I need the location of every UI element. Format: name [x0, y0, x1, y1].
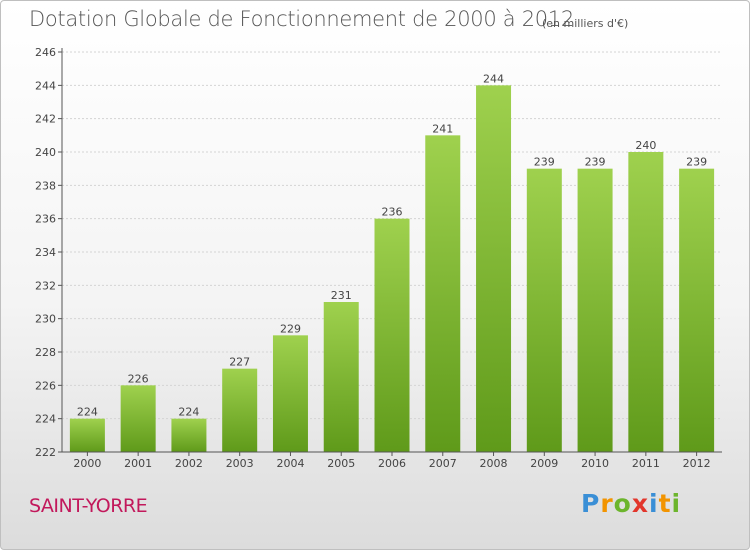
x-tick-label: 2001 — [124, 457, 152, 470]
logo-letter: t — [658, 489, 672, 518]
y-tick-label: 236 — [35, 213, 56, 226]
bar — [120, 385, 156, 452]
bar — [222, 368, 258, 452]
data-label: 244 — [483, 72, 504, 85]
x-tick-label: 2006 — [378, 457, 406, 470]
data-label: 231 — [331, 289, 352, 302]
y-tick-label: 232 — [35, 279, 56, 292]
y-tick-label: 226 — [35, 379, 56, 392]
axes — [58, 48, 722, 456]
logo-letter: o — [613, 489, 632, 518]
bar — [171, 418, 207, 452]
bars — [69, 85, 715, 453]
y-tick-label: 224 — [35, 413, 56, 426]
logo-letter: P — [581, 489, 601, 518]
bar — [323, 302, 359, 452]
labels: 222 224 226 228 230 232 234 236 238 240 242 244 246 2… — [35, 46, 711, 470]
data-label: 224 — [178, 406, 199, 419]
bar — [425, 135, 461, 453]
data-label: 239 — [534, 156, 555, 169]
bar — [69, 418, 105, 452]
x-tick-label: 2003 — [226, 457, 254, 470]
chart-title: Dotation Globale de Fonctionnement de 20… — [29, 7, 574, 31]
x-tick-label: 2009 — [530, 457, 558, 470]
y-tick-label: 240 — [35, 146, 56, 159]
x-tick-label: 2010 — [581, 457, 609, 470]
bar — [628, 152, 664, 452]
x-tick-label: 2004 — [276, 457, 304, 470]
proxiti-logo: Proxiti — [581, 489, 681, 518]
data-label: 239 — [686, 156, 707, 169]
logo-letter: x — [631, 489, 649, 518]
y-tick-label: 246 — [35, 46, 56, 59]
data-label: 239 — [585, 156, 606, 169]
y-tick-label: 234 — [35, 246, 56, 259]
bar — [476, 85, 512, 452]
y-tick-label: 238 — [35, 179, 56, 192]
bar — [526, 168, 562, 452]
x-tick-label: 2002 — [175, 457, 203, 470]
x-tick-label: 2000 — [73, 457, 101, 470]
bar — [272, 335, 308, 452]
y-tick-label: 242 — [35, 113, 56, 126]
x-tick-label: 2011 — [632, 457, 660, 470]
data-label: 229 — [280, 322, 301, 335]
x-tick-label: 2012 — [683, 457, 711, 470]
chart-subtitle: (en milliers d'€) — [542, 17, 629, 30]
logo-letter: i — [649, 489, 659, 518]
y-tick-label: 230 — [35, 313, 56, 326]
x-tick-label: 2008 — [480, 457, 508, 470]
y-tick-label: 244 — [35, 79, 56, 92]
data-label: 236 — [382, 206, 403, 219]
y-tick-label: 228 — [35, 346, 56, 359]
data-label: 227 — [229, 356, 250, 369]
y-tick-label: 222 — [35, 446, 56, 459]
logo-letter: i — [671, 489, 682, 518]
data-label: 226 — [128, 372, 149, 385]
bar — [679, 168, 715, 452]
bar — [577, 168, 613, 452]
bar — [374, 218, 410, 452]
data-label: 224 — [77, 406, 98, 419]
x-tick-label: 2005 — [327, 457, 355, 470]
data-label: 240 — [635, 139, 656, 152]
x-tick-label: 2007 — [429, 457, 457, 470]
logo-letter: r — [600, 489, 614, 518]
commune-name: SAINT-YORRE — [29, 495, 148, 517]
data-label: 241 — [432, 122, 453, 135]
